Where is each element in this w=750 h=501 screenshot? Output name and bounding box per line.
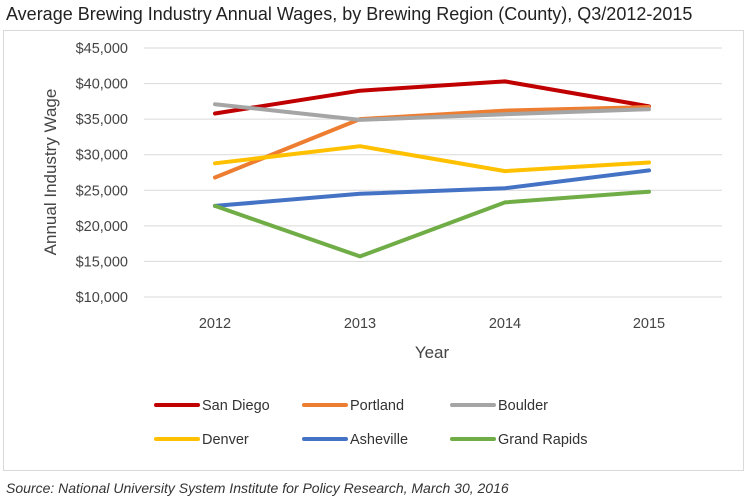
y-tick-label: $10,000 (76, 290, 128, 306)
x-tick-label: 2015 (633, 316, 665, 332)
y-axis-ticks: $10,000 $15,000 $20,000 $25,000 $30,000 $35,0… (76, 41, 128, 306)
series-line-san-diego (213, 79, 651, 116)
series-line-portland (213, 105, 651, 180)
x-tick-label: 2012 (199, 316, 231, 332)
x-tick-label: 2013 (344, 316, 376, 332)
y-tick-label: $45,000 (76, 41, 128, 57)
series-line-boulder (213, 102, 651, 122)
y-tick-label: $20,000 (76, 219, 128, 235)
y-tick-label: $30,000 (76, 148, 128, 164)
legend: San Diego Portland Boulder Denver Asheville G… (154, 398, 587, 448)
legend-label-denver: Denver (202, 432, 249, 448)
legend-label-portland: Portland (350, 398, 404, 414)
chart-frame: $10,000 $15,000 $20,000 $25,000 $30,000 $35,0… (3, 30, 744, 471)
y-axis-title: Annual Industry Wage (41, 89, 60, 256)
y-tick-label: $15,000 (76, 254, 128, 270)
source-note: Source: National University System Insti… (6, 480, 509, 496)
x-axis-ticks: 2012 2013 2014 2015 (199, 316, 665, 332)
chart-title: Average Brewing Industry Annual Wages, b… (6, 4, 693, 24)
y-tick-label: $25,000 (76, 183, 128, 199)
legend-label-boulder: Boulder (498, 398, 548, 414)
gridlines (144, 47, 722, 298)
series-line-asheville (213, 168, 651, 208)
x-tick-label: 2014 (489, 316, 521, 332)
line-chart: $10,000 $15,000 $20,000 $25,000 $30,000 $35,0… (41, 41, 722, 448)
x-axis-title: Year (415, 343, 450, 362)
legend-label-grand-rapids: Grand Rapids (498, 432, 587, 448)
legend-label-san-diego: San Diego (202, 398, 270, 414)
series-line-grand-rapids (213, 189, 651, 259)
y-tick-label: $35,000 (76, 112, 128, 128)
y-tick-label: $40,000 (76, 77, 128, 93)
series-line-denver (213, 144, 651, 174)
series-lines (213, 79, 651, 259)
legend-label-asheville: Asheville (350, 432, 408, 448)
